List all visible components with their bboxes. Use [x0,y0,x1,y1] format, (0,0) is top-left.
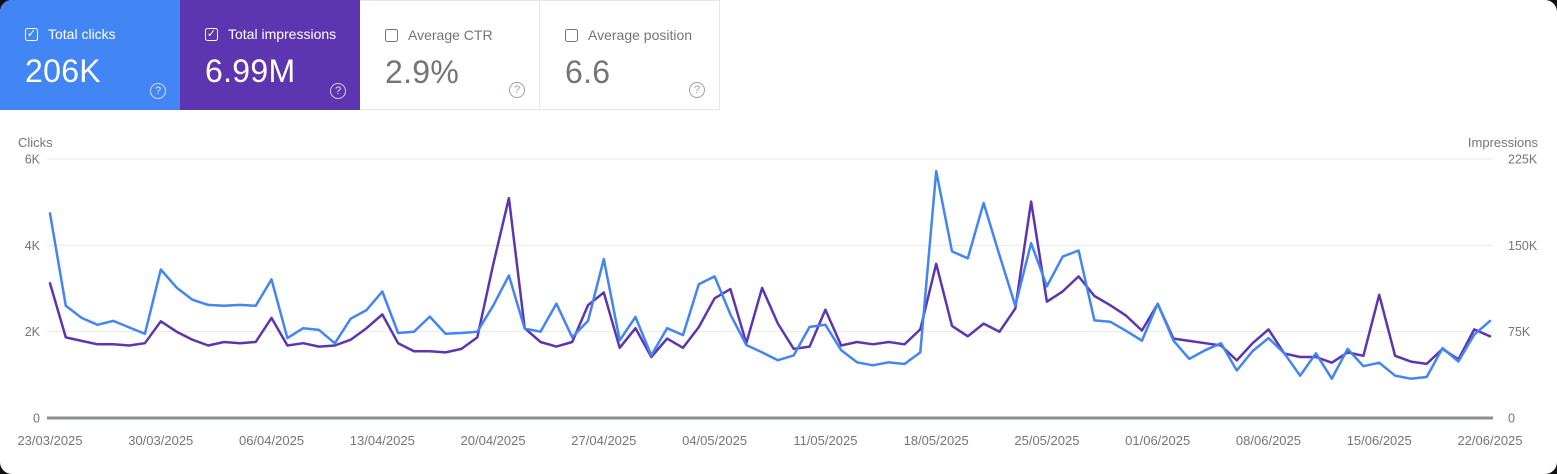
right-axis-title: Impressions [1468,135,1539,150]
right-axis-tick: 225K [1508,153,1538,167]
x-axis-date-label: 23/03/2025 [17,433,82,448]
card-total-clicks[interactable]: ✓ Total clicks 206K ? [0,0,180,110]
card-checkbox-row: Average CTR [385,27,539,43]
x-axis-date-label: 15/06/2025 [1347,433,1412,448]
card-total-impressions[interactable]: ✓ Total impressions 6.99M ? [180,0,360,110]
total-impressions-value: 6.99M [205,53,296,89]
card-label: Average position [588,27,693,43]
x-axis-date-label: 22/06/2025 [1457,433,1522,448]
series-line-total-clicks [48,169,1492,380]
card-checkbox-row: Average position [565,27,719,43]
left-axis-tick: 6K [25,153,41,167]
x-axis-date-label: 13/04/2025 [350,433,415,448]
help-icon[interactable]: ? [509,82,525,98]
average-ctr-checkbox[interactable] [385,28,398,42]
card-average-ctr[interactable]: Average CTR 2.9% ? [360,0,540,110]
help-icon[interactable]: ? [150,83,166,99]
total-impressions-checkbox[interactable]: ✓ [205,27,218,41]
x-axis-date-label: 06/04/2025 [239,433,304,448]
left-axis-tick: 2K [25,325,41,339]
left-axis-tick: 4K [25,239,41,253]
help-icon[interactable]: ? [330,83,346,99]
average-position-checkbox[interactable] [565,28,578,42]
average-ctr-value: 2.9% [385,54,460,90]
card-average-position[interactable]: Average position 6.6 ? [540,0,720,110]
x-axis-date-label: 08/06/2025 [1236,433,1301,448]
right-axis-tick: 150K [1508,239,1538,253]
card-checkbox-row: ✓ Total impressions [205,26,360,42]
card-label: Total clicks [48,26,116,42]
x-axis-date-label: 30/03/2025 [128,433,193,448]
axis-label-layer: 0 0 2K 75K 4K 150K 6K 225K 23/03/2025 30/03/2025 0… [17,153,1537,449]
x-axis-date-label: 04/05/2025 [682,433,747,448]
total-clicks-value: 206K [25,53,101,89]
total-clicks-checkbox[interactable]: ✓ [25,27,38,41]
x-axis-date-label: 25/05/2025 [1014,433,1079,448]
card-label: Total impressions [228,26,337,42]
right-axis-tick: 75K [1508,325,1531,339]
average-position-value: 6.6 [565,54,611,90]
x-axis-date-label: 20/04/2025 [461,433,526,448]
left-axis-tick: 0 [33,412,40,426]
left-axis-title: Clicks [18,135,53,150]
grid-layer [47,158,1493,420]
card-checkbox-row: ✓ Total clicks [25,26,180,42]
metric-cards-row: ✓ Total clicks 206K ? ✓ Total impression… [0,0,720,110]
series-line-total-impressions [48,196,1492,366]
x-axis-date-label: 11/05/2025 [793,433,857,448]
series-layer [48,169,1492,380]
x-axis-date-label: 18/05/2025 [904,433,969,448]
x-axis-date-label: 27/04/2025 [571,433,636,448]
right-axis-tick: 0 [1508,412,1515,426]
card-label: Average CTR [408,27,493,43]
x-axis-date-label: 01/06/2025 [1125,433,1190,448]
help-icon[interactable]: ? [689,82,705,98]
